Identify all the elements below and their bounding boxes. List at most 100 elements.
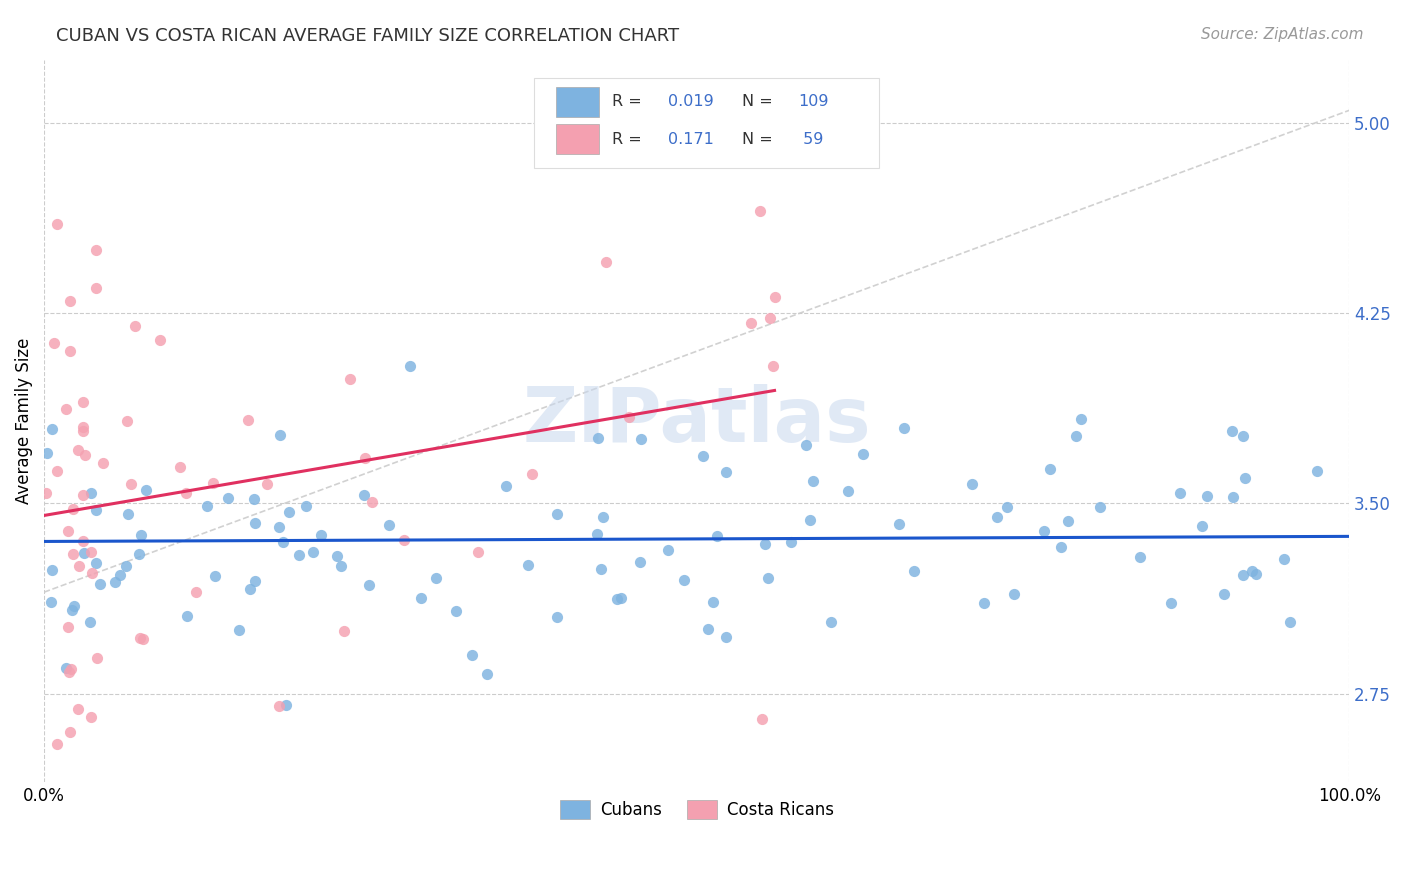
Point — [149, 333, 172, 347]
Point — [267, 699, 290, 714]
Point — [756, 571, 779, 585]
Point — [115, 415, 138, 429]
Point — [60, 603, 83, 617]
Point — [1306, 464, 1329, 478]
Point — [361, 495, 384, 509]
Point — [589, 562, 612, 576]
Point — [91, 457, 114, 471]
Text: R =: R = — [612, 132, 647, 147]
Point — [1050, 540, 1073, 554]
Point — [495, 479, 517, 493]
Point — [586, 527, 609, 541]
Point — [202, 476, 225, 491]
Point — [80, 545, 103, 559]
Point — [692, 449, 714, 463]
Point — [63, 599, 86, 614]
Point — [72, 424, 94, 438]
Point — [84, 503, 107, 517]
Point — [411, 591, 433, 605]
Point — [59, 662, 82, 676]
Point — [288, 549, 311, 563]
Point — [132, 632, 155, 647]
Point — [79, 615, 101, 629]
Point — [86, 243, 108, 257]
Point — [174, 485, 197, 500]
Point — [39, 595, 62, 609]
Text: N =: N = — [742, 132, 779, 147]
Point — [1032, 524, 1054, 539]
Text: R =: R = — [612, 95, 647, 110]
Point — [46, 737, 69, 751]
Point — [893, 421, 915, 435]
Point — [56, 620, 79, 634]
Point — [852, 447, 875, 461]
Point — [697, 622, 720, 636]
Legend: Cubans, Costa Ricans: Cubans, Costa Ricans — [553, 794, 841, 826]
Point — [763, 290, 786, 304]
Point — [475, 667, 498, 681]
Point — [751, 712, 773, 726]
Point — [1002, 587, 1025, 601]
Point — [35, 446, 58, 460]
Point — [960, 477, 983, 491]
Point — [120, 477, 142, 491]
Point — [398, 359, 420, 374]
Point — [278, 505, 301, 519]
Point — [329, 558, 352, 573]
Point — [302, 545, 325, 559]
Text: 0.019: 0.019 — [668, 95, 714, 110]
Point — [80, 566, 103, 580]
Point — [702, 595, 724, 609]
Point — [1213, 587, 1236, 601]
Point — [748, 204, 770, 219]
Point — [1197, 490, 1219, 504]
Text: Source: ZipAtlas.com: Source: ZipAtlas.com — [1201, 27, 1364, 42]
Point — [245, 516, 267, 530]
Point — [169, 460, 191, 475]
Point — [630, 432, 652, 446]
Point — [242, 491, 264, 506]
Point — [995, 500, 1018, 514]
Point — [1064, 428, 1087, 442]
Point — [887, 516, 910, 531]
Bar — [555, 124, 599, 154]
Point — [108, 568, 131, 582]
Point — [66, 702, 89, 716]
Text: 0.171: 0.171 — [668, 132, 714, 147]
Point — [176, 608, 198, 623]
Point — [73, 449, 96, 463]
Text: 109: 109 — [799, 95, 830, 110]
Point — [606, 591, 628, 606]
Point — [595, 255, 617, 269]
Point — [628, 555, 651, 569]
Point — [58, 665, 80, 680]
Point — [238, 413, 260, 427]
Text: N =: N = — [742, 95, 779, 110]
Point — [1232, 568, 1254, 582]
Point — [820, 615, 842, 629]
Point — [128, 547, 150, 561]
Point — [1232, 429, 1254, 443]
Point — [353, 488, 375, 502]
Point — [1220, 424, 1243, 438]
Point — [59, 293, 82, 308]
Point — [973, 596, 995, 610]
Point — [243, 574, 266, 588]
Point — [609, 591, 631, 606]
Point — [239, 582, 262, 596]
Point — [378, 517, 401, 532]
Point — [461, 648, 484, 663]
Point — [46, 218, 69, 232]
Point — [58, 524, 80, 538]
Point — [35, 486, 58, 500]
Point — [80, 710, 103, 724]
Point — [326, 549, 349, 564]
Point — [274, 698, 297, 712]
FancyBboxPatch shape — [533, 78, 879, 168]
Point — [425, 571, 447, 585]
Point — [803, 474, 825, 488]
Point — [55, 401, 77, 416]
Point — [546, 609, 568, 624]
Point — [754, 537, 776, 551]
Point — [837, 483, 859, 498]
